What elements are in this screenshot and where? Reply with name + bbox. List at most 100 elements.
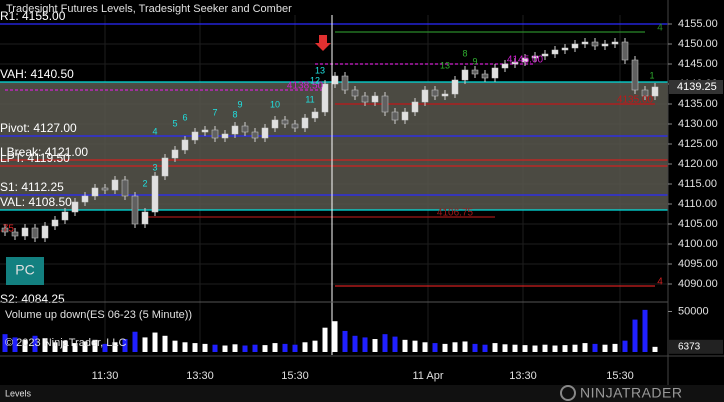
volume-title: Volume up down(ES 06-23 (5 Minute)) — [5, 309, 192, 321]
candle-body — [211, 129, 219, 139]
current-price: 4139.25 — [677, 81, 717, 93]
volume-bar — [262, 345, 268, 352]
count-label: 13 — [440, 60, 450, 70]
candle-body — [331, 75, 339, 85]
volume-bar — [612, 343, 618, 352]
volume-bar — [632, 319, 638, 352]
volume-bar — [22, 339, 28, 352]
current-volume: 6373 — [678, 341, 701, 352]
volume-tick-label: 50000 — [678, 305, 709, 317]
volume-bar — [372, 339, 378, 352]
segment-label: 4145.00 — [507, 55, 544, 66]
volume-bar — [2, 334, 8, 352]
candle-body — [541, 53, 549, 57]
volume-bar — [452, 342, 458, 352]
candle-body — [251, 131, 259, 139]
x-tick-label: 11:30 — [92, 370, 119, 382]
candle-body — [451, 79, 459, 95]
volume-bar — [292, 344, 298, 352]
candle-body — [471, 69, 479, 75]
candle-body — [621, 41, 629, 61]
y-tick-label: 4100.00 — [678, 238, 718, 250]
x-tick-label: 13:30 — [509, 370, 537, 382]
pc-button-label[interactable]: PC — [15, 262, 34, 278]
count-label: 13 — [315, 65, 325, 75]
volume-bar — [212, 344, 218, 352]
count-label: 8 — [232, 109, 237, 119]
candle-body — [461, 69, 469, 81]
volume-bar — [382, 334, 388, 352]
candle-body — [261, 127, 269, 139]
candle-body — [561, 47, 569, 51]
volume-bar — [472, 343, 478, 352]
volume-bar — [42, 338, 48, 352]
count-label: 7 — [212, 107, 217, 117]
volume-bar — [92, 339, 98, 352]
volume-bar — [352, 335, 358, 352]
candle-body — [191, 131, 199, 141]
count-label: 11 — [305, 94, 314, 104]
y-tick-label: 4130.00 — [678, 118, 718, 130]
volume-bar — [132, 331, 138, 352]
volume-bar — [592, 343, 598, 352]
candle-body — [631, 59, 639, 91]
notes: 4138.50 4145.00 4106.75 4135.00 4 4 .75 23 4 56 7 8… — [0, 23, 663, 288]
candle-body — [101, 187, 109, 191]
volume-bar — [322, 327, 328, 352]
candle-body — [51, 219, 59, 227]
volume-bar — [402, 339, 408, 352]
volume-bar — [572, 344, 578, 352]
candle-body — [601, 43, 609, 47]
candle-body — [411, 101, 419, 113]
candle-body — [21, 227, 29, 237]
level-label: LBreak: 4121.00 — [0, 145, 88, 159]
pc-button[interactable] — [6, 257, 44, 285]
candle-body — [111, 179, 119, 191]
brand: NINJATRADER — [580, 385, 682, 401]
candle-body — [201, 129, 209, 133]
tab-label[interactable]: Levels — [5, 388, 32, 398]
segment-label: 4 — [657, 23, 663, 34]
count-label: 2 — [142, 178, 147, 188]
volume-bar — [532, 345, 538, 352]
chart-title: Tradesight Futures Levels, Tradesight Se… — [6, 3, 292, 15]
volume-bar — [392, 336, 398, 352]
candle-body — [151, 175, 159, 213]
y-tick-label: 4145.00 — [678, 58, 718, 70]
volume-bar — [492, 343, 498, 352]
count-label: 3 — [152, 162, 157, 172]
y-tick-label: 4090.00 — [678, 278, 718, 290]
count-label: 8 — [462, 48, 467, 58]
y-tick-label: 4105.00 — [678, 218, 718, 230]
count-label: 1 — [649, 70, 654, 80]
candle-body — [181, 139, 189, 151]
candle-body — [611, 41, 619, 45]
candle-body — [161, 157, 169, 177]
x-tick-label: 15:30 — [606, 370, 634, 382]
volume-bar — [602, 344, 608, 352]
count-label: 9 — [237, 99, 242, 109]
bars — [1, 38, 659, 352]
volume-bar — [252, 344, 258, 352]
volume-bar — [192, 343, 198, 352]
volume-bar — [222, 345, 228, 352]
volume-bar — [172, 340, 178, 352]
volume-bar — [72, 343, 78, 352]
count-label: 12 — [310, 75, 320, 85]
candle-body — [521, 57, 529, 63]
volume-bar — [162, 335, 168, 352]
volume-bar — [182, 342, 188, 352]
candle-body — [71, 201, 79, 213]
y-tick-label: 4115.00 — [678, 178, 717, 190]
level-label: VAH: 4140.50 — [0, 67, 74, 81]
candle-body — [441, 93, 449, 97]
volume-bar — [112, 342, 118, 352]
volume-bar — [272, 343, 278, 352]
y-tick-label: 4150.00 — [678, 38, 718, 50]
volume-bar — [12, 337, 18, 352]
volume-bar — [482, 344, 488, 352]
count-label: 9 — [472, 56, 477, 66]
y-tick-label: 4095.00 — [678, 258, 718, 270]
candle-body — [91, 187, 99, 197]
